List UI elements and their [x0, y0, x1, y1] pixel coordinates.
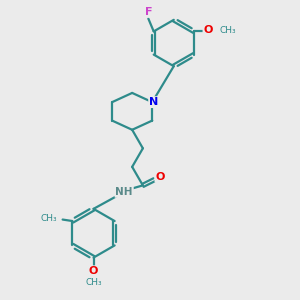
Text: CH₃: CH₃ [219, 26, 236, 35]
Text: CH₃: CH₃ [40, 214, 57, 224]
Text: O: O [203, 25, 213, 35]
Text: N: N [149, 97, 158, 107]
Text: F: F [145, 7, 152, 17]
Text: O: O [155, 172, 165, 182]
Text: O: O [89, 266, 98, 276]
Text: CH₃: CH₃ [86, 278, 102, 287]
Text: NH: NH [116, 187, 133, 197]
